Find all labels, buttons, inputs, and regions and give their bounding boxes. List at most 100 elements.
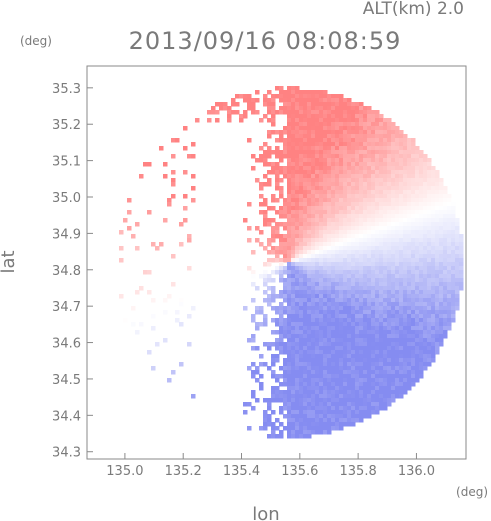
velocity-cell <box>279 250 284 255</box>
velocity-cell <box>295 254 300 259</box>
velocity-cell <box>251 406 256 411</box>
velocity-cell <box>387 266 392 271</box>
velocity-cell <box>311 406 316 411</box>
velocity-cell <box>379 378 384 383</box>
velocity-cell <box>287 206 292 211</box>
velocity-cell <box>347 262 352 267</box>
velocity-cell <box>295 434 300 439</box>
velocity-cell <box>423 230 428 235</box>
velocity-cell <box>375 394 380 399</box>
velocity-cell <box>327 310 332 315</box>
velocity-cell <box>415 322 420 327</box>
velocity-cell <box>395 130 400 135</box>
velocity-cell <box>383 314 388 319</box>
velocity-cell <box>323 302 328 307</box>
velocity-cell <box>407 346 412 351</box>
velocity-cell <box>311 230 316 235</box>
velocity-cell <box>375 374 380 379</box>
velocity-cell <box>431 346 436 351</box>
velocity-cell <box>395 310 400 315</box>
velocity-cell <box>351 114 356 119</box>
velocity-cell <box>307 322 312 327</box>
velocity-cell <box>371 246 376 251</box>
velocity-cell <box>355 350 360 355</box>
velocity-cell <box>395 386 400 391</box>
velocity-cell <box>387 338 392 343</box>
velocity-cell <box>411 138 416 143</box>
velocity-cell <box>155 246 160 251</box>
velocity-cell <box>415 254 420 259</box>
velocity-cell <box>403 282 408 287</box>
velocity-cell <box>295 106 300 111</box>
velocity-cell <box>379 178 384 183</box>
velocity-cell <box>283 234 288 239</box>
velocity-cell <box>435 250 440 255</box>
velocity-cell <box>339 150 344 155</box>
velocity-cell <box>411 186 416 191</box>
velocity-cell <box>323 430 328 435</box>
velocity-cell <box>343 198 348 203</box>
velocity-cell <box>383 294 388 299</box>
velocity-cell <box>275 178 280 183</box>
velocity-cell <box>291 202 296 207</box>
velocity-cell <box>383 166 388 171</box>
velocity-cell <box>371 206 376 211</box>
velocity-cell <box>315 382 320 387</box>
velocity-cell <box>415 250 420 255</box>
velocity-cell <box>291 234 296 239</box>
velocity-cell <box>323 90 328 95</box>
velocity-cell <box>319 310 324 315</box>
velocity-cell <box>323 278 328 283</box>
velocity-cell <box>319 162 324 167</box>
velocity-cell <box>299 166 304 171</box>
velocity-cell <box>335 174 340 179</box>
velocity-cell <box>359 174 364 179</box>
velocity-cell <box>283 290 288 295</box>
velocity-cell <box>351 354 356 359</box>
axis-ticks: 135.0 135.2 135.4 135.6 135.8 136.034.334.434… <box>52 82 435 479</box>
velocity-cell <box>331 422 336 427</box>
velocity-cell <box>251 334 256 339</box>
velocity-cell <box>163 218 168 223</box>
velocity-cell <box>343 410 348 415</box>
velocity-cell <box>387 154 392 159</box>
velocity-cell <box>359 270 364 275</box>
velocity-cell <box>399 358 404 363</box>
velocity-cell <box>319 354 324 359</box>
velocity-cell <box>383 246 388 251</box>
velocity-cell <box>283 90 288 95</box>
velocity-cell <box>347 278 352 283</box>
velocity-cell <box>387 182 392 187</box>
velocity-cell <box>395 306 400 311</box>
velocity-cell <box>299 394 304 399</box>
velocity-cell <box>395 170 400 175</box>
velocity-cell <box>311 186 316 191</box>
velocity-cell <box>291 366 296 371</box>
velocity-cell <box>407 206 412 211</box>
velocity-cell <box>323 214 328 219</box>
velocity-cell <box>383 162 388 167</box>
velocity-cell <box>399 186 404 191</box>
velocity-cell <box>375 386 380 391</box>
velocity-cell <box>387 306 392 311</box>
velocity-cell <box>347 174 352 179</box>
velocity-cell <box>391 358 396 363</box>
velocity-cell <box>303 142 308 147</box>
velocity-cell <box>367 162 372 167</box>
velocity-cell <box>411 334 416 339</box>
velocity-cell <box>351 190 356 195</box>
velocity-cell <box>383 242 388 247</box>
velocity-cell <box>419 194 424 199</box>
velocity-cell <box>423 358 428 363</box>
velocity-cell <box>379 122 384 127</box>
velocity-cell <box>407 150 412 155</box>
velocity-cell <box>363 302 368 307</box>
velocity-cell <box>271 106 276 111</box>
velocity-cell <box>359 322 364 327</box>
velocity-cell <box>283 370 288 375</box>
velocity-cell <box>307 342 312 347</box>
velocity-cell <box>435 266 440 271</box>
velocity-cell <box>375 370 380 375</box>
velocity-cell <box>323 322 328 327</box>
velocity-cell <box>327 282 332 287</box>
